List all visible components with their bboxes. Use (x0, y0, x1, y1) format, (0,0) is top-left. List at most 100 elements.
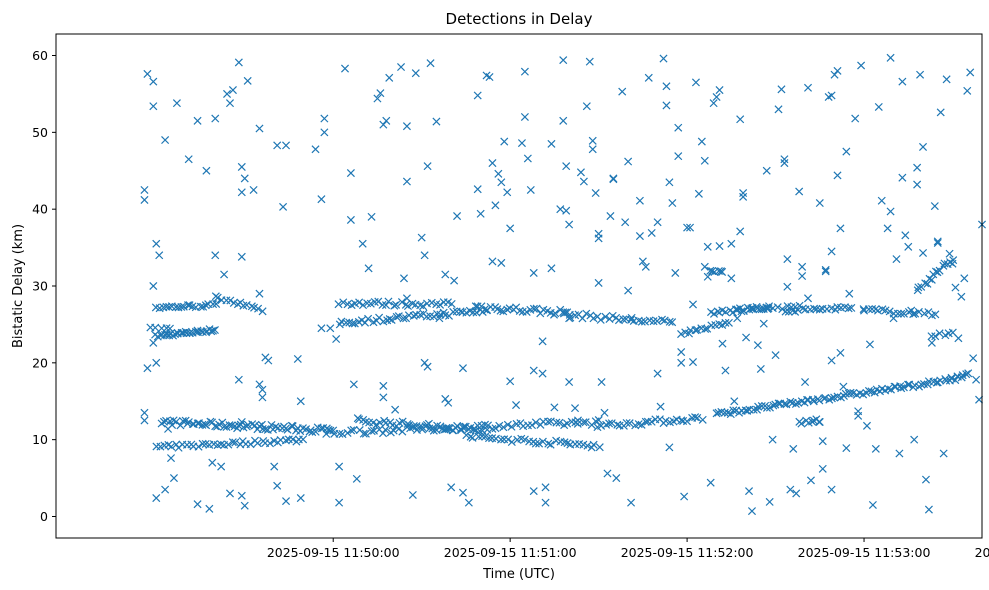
data-point (419, 302, 428, 311)
data-point (559, 56, 568, 65)
data-point (935, 266, 944, 275)
data-point (768, 435, 777, 444)
data-point (714, 408, 723, 417)
data-point (529, 304, 538, 313)
data-point (677, 330, 686, 339)
data-point (683, 223, 692, 232)
data-point (231, 438, 240, 447)
data-point (975, 395, 984, 404)
data-point (220, 422, 229, 431)
data-point (538, 437, 547, 446)
data-point (659, 54, 668, 63)
data-point (596, 315, 605, 324)
data-point (379, 429, 388, 438)
data-point (665, 178, 674, 187)
data-point (924, 505, 933, 514)
data-point (904, 307, 913, 316)
data-point (211, 114, 220, 123)
data-point (836, 348, 845, 357)
data-point (622, 418, 631, 427)
data-point (839, 382, 848, 391)
y-axis-ticks: 0 10 20 30 40 50 60 (32, 48, 56, 524)
data-point (337, 317, 346, 326)
data-point (349, 425, 358, 434)
data-point (293, 354, 302, 364)
data-point (883, 224, 892, 233)
data-point (249, 185, 258, 194)
data-point (918, 142, 928, 151)
data-point (234, 58, 243, 67)
data-point (559, 116, 568, 125)
data-point (225, 489, 235, 498)
data-point (762, 166, 771, 175)
data-point (237, 188, 246, 197)
data-point (428, 424, 437, 433)
data-point (637, 420, 646, 429)
data-point (571, 404, 580, 413)
data-point (588, 136, 597, 145)
data-point (399, 274, 409, 283)
data-point (140, 185, 149, 194)
data-point (724, 318, 733, 327)
data-point (589, 440, 598, 449)
data-point (326, 324, 335, 333)
data-point (871, 444, 880, 453)
data-point (227, 421, 236, 430)
data-point (885, 307, 894, 316)
data-point (194, 442, 203, 451)
plot-area-frame (55, 33, 983, 539)
data-point (193, 419, 202, 428)
data-point (739, 189, 748, 198)
data-point (827, 356, 836, 365)
data-point (579, 177, 588, 186)
data-point (358, 239, 367, 248)
data-point (739, 192, 748, 201)
data-point (234, 375, 243, 384)
data-point (898, 173, 907, 182)
data-point (339, 298, 348, 307)
data-point (562, 206, 571, 215)
data-point (462, 431, 471, 440)
data-point (827, 485, 836, 494)
data-point (193, 116, 202, 125)
data-point (384, 297, 393, 306)
data-point (258, 393, 267, 402)
data-point (945, 249, 954, 258)
data-point (565, 220, 574, 229)
data-point (674, 123, 683, 132)
data-point (691, 413, 700, 422)
data-point (468, 433, 477, 442)
data-point (733, 305, 742, 314)
data-point (546, 440, 555, 449)
data-point (355, 298, 364, 307)
data-point (780, 399, 789, 409)
data-point (496, 435, 506, 444)
data-point (474, 432, 483, 441)
data-point (662, 101, 671, 110)
data-point (936, 108, 945, 117)
data-point (411, 69, 420, 78)
data-point (963, 86, 972, 95)
data-point (736, 115, 745, 124)
data-point (555, 418, 564, 427)
data-point (552, 418, 561, 427)
data-point (529, 268, 538, 277)
data-point (441, 394, 450, 403)
data-point (237, 491, 246, 500)
data-point (253, 439, 262, 448)
data-point (326, 426, 335, 435)
data-point (697, 137, 706, 146)
data-point (179, 328, 188, 337)
data-point (901, 231, 910, 240)
data-point (936, 376, 945, 385)
data-point (273, 141, 282, 150)
data-point (877, 196, 886, 205)
data-point (140, 416, 149, 425)
data-point (450, 276, 459, 285)
data-point (140, 195, 149, 204)
data-point (361, 429, 370, 438)
data-point (332, 334, 341, 344)
data-point (691, 78, 700, 87)
